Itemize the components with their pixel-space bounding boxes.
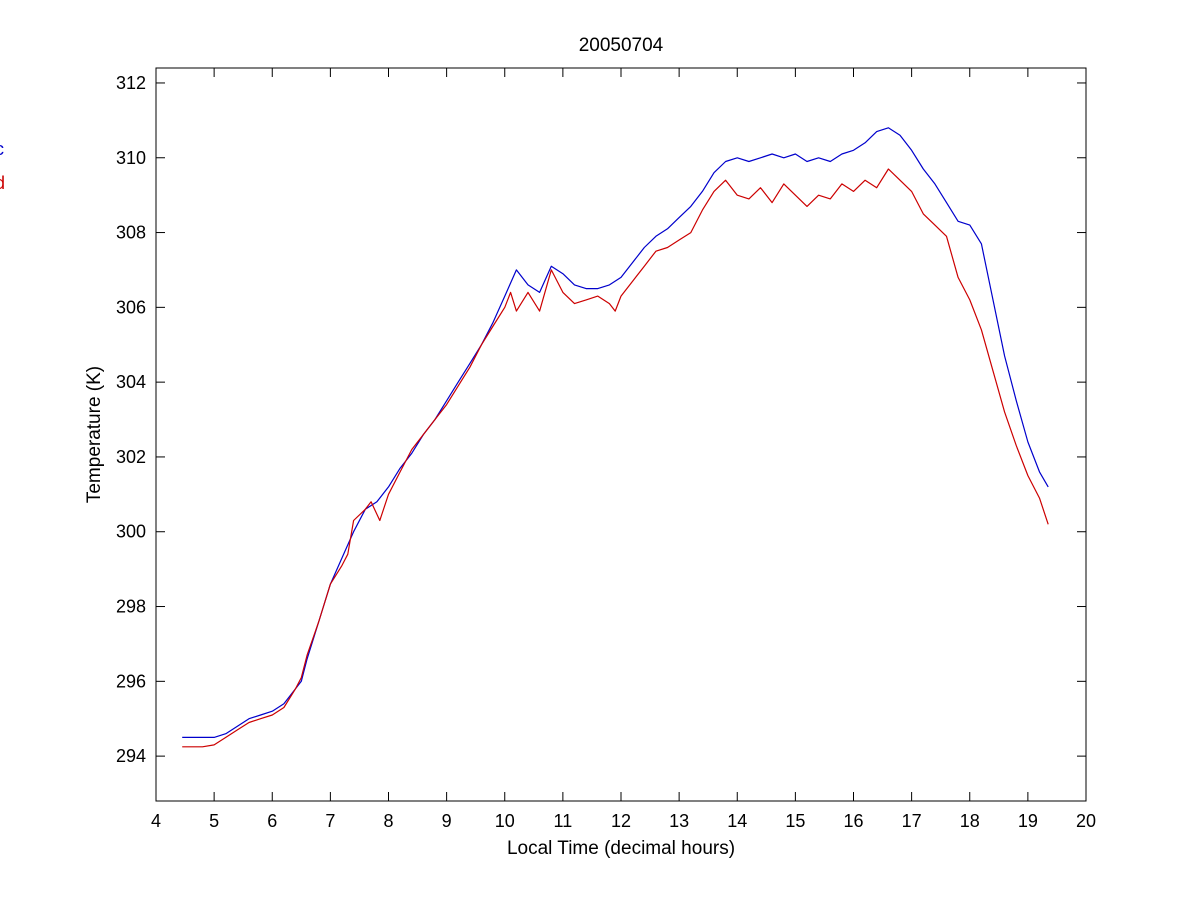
x-tick-label: 8 xyxy=(383,811,393,831)
y-tick-label: 294 xyxy=(116,746,146,766)
legend-label-c: c xyxy=(0,139,4,159)
x-tick-label: 20 xyxy=(1076,811,1096,831)
x-tick-label: 13 xyxy=(669,811,689,831)
y-tick-label: 300 xyxy=(116,522,146,542)
x-tick-label: 17 xyxy=(902,811,922,831)
x-tick-label: 5 xyxy=(209,811,219,831)
x-tick-label: 14 xyxy=(727,811,747,831)
y-tick-label: 308 xyxy=(116,223,146,243)
y-tick-label: 306 xyxy=(116,297,146,317)
y-tick-label: 298 xyxy=(116,597,146,617)
legend-label-d: d xyxy=(0,173,5,193)
x-tick-label: 6 xyxy=(267,811,277,831)
y-tick-label: 312 xyxy=(116,73,146,93)
x-tick-label: 7 xyxy=(325,811,335,831)
series-line-d xyxy=(182,168,1049,748)
y-tick-label: 304 xyxy=(116,372,146,392)
x-axis-label: Local Time (decimal hours) xyxy=(507,838,735,859)
x-tick-label: 9 xyxy=(442,811,452,831)
x-tick-label: 10 xyxy=(495,811,515,831)
axes: 4 5 6 7 8 9 10 11 12 13 14 15 16 17 18 19 20 294 296 298 300… xyxy=(116,67,1096,831)
y-tick-label: 302 xyxy=(116,447,146,467)
series-group xyxy=(182,127,1049,748)
y-tick-label: 296 xyxy=(116,671,146,691)
x-tick-label: 18 xyxy=(960,811,980,831)
x-tick-label: 15 xyxy=(785,811,805,831)
legend: cd xyxy=(0,139,5,193)
x-tick-label: 16 xyxy=(843,811,863,831)
x-tick-label: 4 xyxy=(151,811,161,831)
y-tick-label: 310 xyxy=(116,148,146,168)
y-axis-label: Temperature (K) xyxy=(84,366,105,503)
x-tick-label: 11 xyxy=(554,811,573,831)
chart-title: 20050704 xyxy=(579,35,664,56)
x-tick-label: 19 xyxy=(1018,811,1038,831)
x-tick-label: 12 xyxy=(611,811,631,831)
